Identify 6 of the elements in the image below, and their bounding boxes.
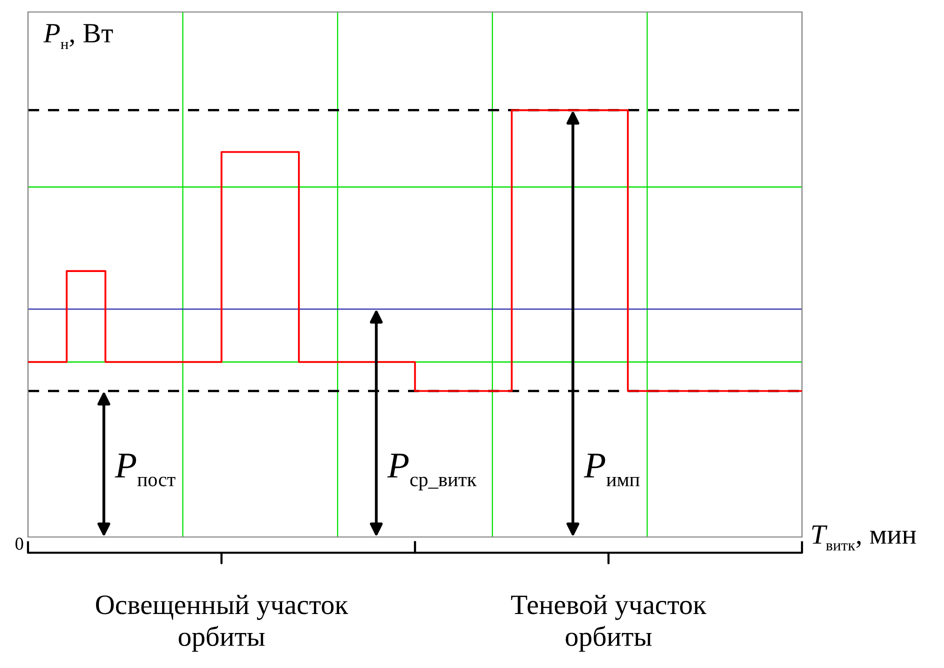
text: Освещенный участок орбиты — [96, 594, 348, 652]
text: Теневой участок орбиты — [511, 594, 706, 652]
text: 0 — [15, 538, 24, 550]
annotation: Pср_витк — [387, 454, 477, 490]
annotation: Pимп — [584, 454, 640, 486]
annotation: Pпост — [114, 454, 176, 486]
